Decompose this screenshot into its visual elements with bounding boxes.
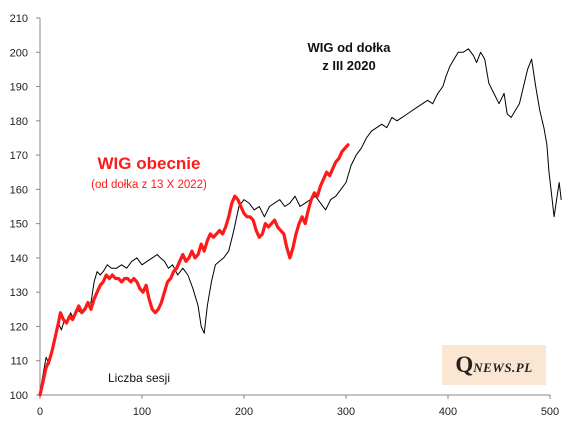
annotation-black-line2: z III 2020 (322, 58, 375, 73)
x-tick-label: 500 (541, 406, 559, 418)
y-tick-label: 160 (10, 184, 28, 196)
annotation-red-subtitle: (od dołka z 13 X 2022) (91, 179, 207, 191)
y-axis-ticks: 100 110 120 130 140 150 160 170 180 190 200 210 (10, 13, 40, 402)
x-tick-label: 400 (439, 406, 457, 418)
y-tick-label: 130 (10, 287, 28, 299)
x-axis-ticks: 0 100 200 300 400 500 (37, 395, 559, 418)
y-tick-label: 110 (10, 356, 28, 368)
x-tick-label: 0 (37, 406, 43, 418)
x-tick-label: 200 (235, 406, 253, 418)
axes (39, 18, 550, 396)
y-tick-label: 200 (10, 47, 28, 59)
y-tick-label: 170 (10, 150, 28, 162)
y-tick-label: 100 (10, 390, 28, 402)
x-tick-label: 100 (133, 406, 151, 418)
logo-rest: NEWS.PL (473, 360, 533, 375)
y-tick-label: 210 (10, 13, 28, 25)
qnews-logo: QNEWS.PL (442, 345, 546, 385)
series-line-wig-od-dolka (39, 48, 562, 393)
y-tick-label: 190 (10, 82, 28, 94)
y-tick-label: 120 (10, 321, 28, 333)
series-line-wig-obecnie (38, 143, 350, 397)
x-tick-label: 300 (337, 406, 355, 418)
y-tick-label: 150 (10, 219, 28, 231)
annotation-black-line1: WIG od dołka (307, 40, 391, 55)
logo-q: Q (455, 352, 474, 377)
y-tick-label: 180 (10, 116, 28, 128)
x-axis-label: Liczba sesji (108, 371, 170, 385)
y-tick-label: 140 (10, 253, 28, 265)
annotation-red-title: WIG obecnie (98, 154, 201, 173)
series-group (38, 48, 562, 397)
qnews-logo-text: QNEWS.PL (442, 345, 546, 385)
